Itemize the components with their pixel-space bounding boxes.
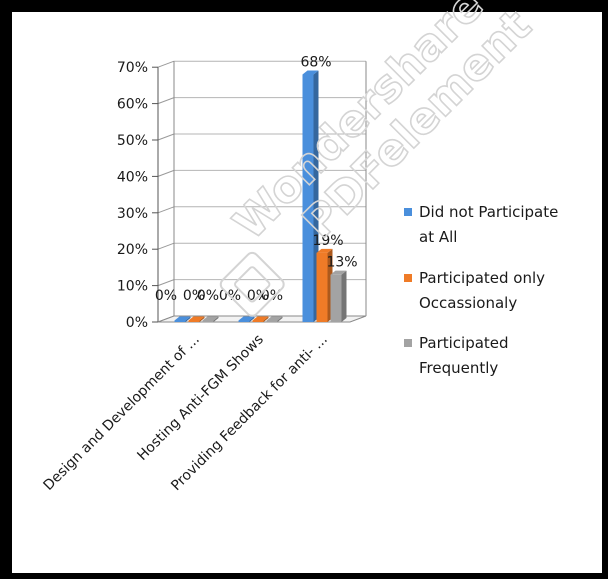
legend-label: Frequently bbox=[419, 359, 498, 377]
side-wall-gridline bbox=[157, 97, 175, 105]
data-label: 68% bbox=[300, 54, 331, 70]
bar-side bbox=[263, 316, 269, 322]
bar-side bbox=[199, 316, 205, 322]
y-tick-label: 70% bbox=[117, 60, 148, 76]
legend-label: Did not Participate bbox=[419, 203, 558, 221]
bar bbox=[266, 320, 278, 322]
y-axis-ticks: 0% 10% 20% 30% 40% 50% 60% 70% bbox=[117, 60, 158, 331]
data-label: 13% bbox=[326, 255, 357, 271]
bar-top bbox=[330, 270, 347, 275]
bar-side bbox=[249, 316, 255, 322]
bar-top bbox=[266, 316, 283, 321]
y-tick-label: 0% bbox=[126, 315, 148, 331]
side-wall-gridline bbox=[157, 206, 175, 214]
side-wall-gridline bbox=[157, 133, 175, 141]
bar bbox=[302, 74, 314, 322]
bar-side bbox=[213, 316, 219, 322]
y-tick-label: 50% bbox=[117, 133, 148, 149]
bar bbox=[238, 320, 250, 322]
bar-top bbox=[238, 316, 255, 321]
y-tick-label: 10% bbox=[117, 279, 148, 295]
bar-top bbox=[252, 316, 269, 321]
bar-top bbox=[316, 248, 333, 253]
bar bbox=[188, 320, 200, 322]
legend-label: at All bbox=[419, 228, 457, 246]
chart-bars bbox=[174, 70, 347, 322]
bar-side bbox=[185, 316, 191, 322]
bar-top bbox=[302, 70, 319, 75]
data-label: 0% bbox=[183, 288, 205, 304]
bar bbox=[174, 320, 186, 322]
y-tick-label: 60% bbox=[117, 97, 148, 113]
chart-legend: Did not Participate at All Participated on… bbox=[404, 203, 558, 377]
bar bbox=[330, 274, 342, 322]
bar bbox=[252, 320, 264, 322]
y-tick-label: 30% bbox=[117, 206, 148, 222]
data-label: 0% bbox=[155, 288, 177, 304]
y-tick-label: 20% bbox=[117, 242, 148, 258]
y-tick-label: 40% bbox=[117, 169, 148, 185]
bar-top bbox=[188, 316, 205, 321]
side-wall-gridline bbox=[157, 242, 175, 250]
bar-side bbox=[277, 316, 283, 322]
legend-swatch bbox=[404, 339, 412, 347]
legend-swatch bbox=[404, 208, 412, 216]
data-label: 0% bbox=[197, 288, 219, 304]
legend-label: Participated bbox=[419, 334, 509, 352]
bar bbox=[316, 252, 328, 322]
legend-label: Participated only bbox=[419, 269, 545, 287]
side-wall-gridline bbox=[157, 279, 175, 287]
x-category-label: Hosting Anti-FGM Shows bbox=[134, 332, 266, 464]
bar bbox=[202, 320, 214, 322]
bar-top bbox=[174, 316, 191, 321]
data-label: 19% bbox=[312, 233, 343, 249]
x-axis-categories: Design and Development of ...Hosting Ant… bbox=[40, 332, 330, 495]
watermark-logo-icon bbox=[219, 251, 285, 317]
bar-top bbox=[202, 316, 219, 321]
legend-label: Occassionaly bbox=[419, 294, 517, 312]
side-wall-gridline bbox=[157, 169, 175, 177]
legend-swatch bbox=[404, 274, 412, 282]
bar-side bbox=[341, 270, 347, 322]
side-wall-gridline bbox=[157, 60, 175, 68]
